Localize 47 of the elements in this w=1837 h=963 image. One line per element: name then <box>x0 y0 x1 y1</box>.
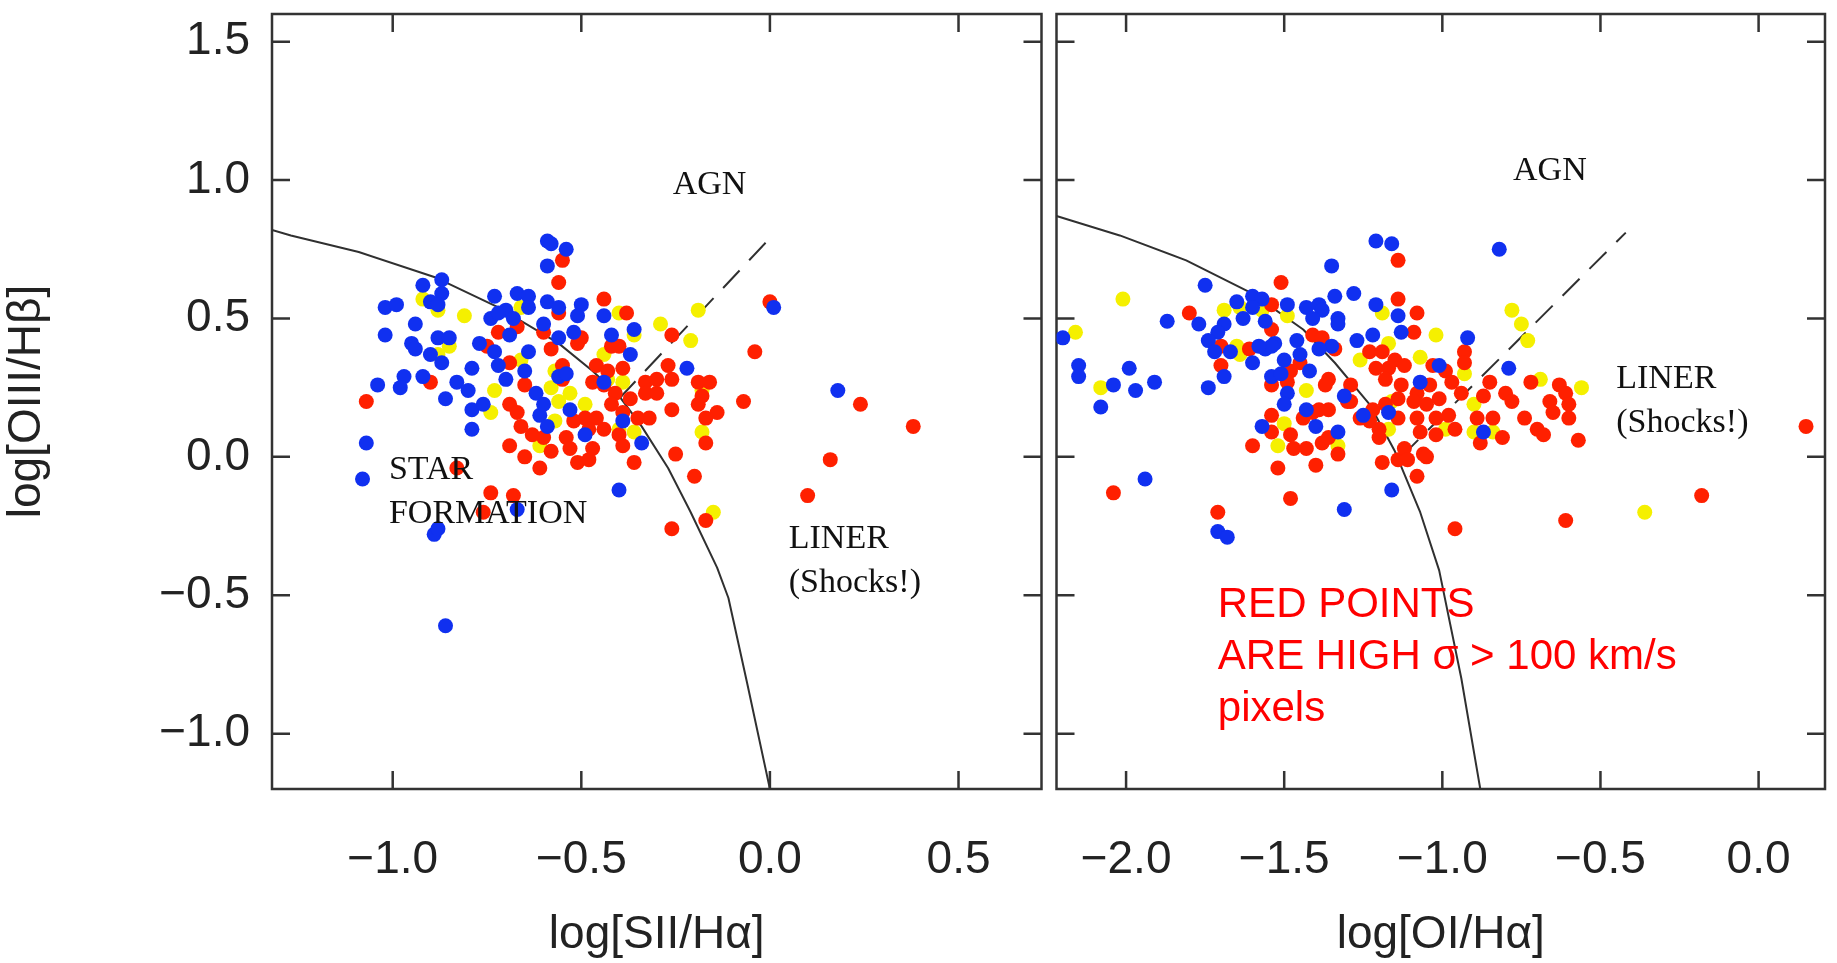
annotation: AGN <box>672 163 747 201</box>
point <box>1637 504 1653 520</box>
y-tick-label: 0.0 <box>186 427 250 480</box>
point <box>1093 380 1109 396</box>
point <box>1216 302 1232 318</box>
y-tick-label: 1.0 <box>186 150 250 203</box>
y-tick-label: 0.5 <box>186 289 250 342</box>
annotation: LINER (Shocks!) <box>788 518 921 601</box>
x-tick-label: −0.5 <box>1555 831 1646 884</box>
point <box>456 308 472 324</box>
x-tick-label: −0.5 <box>535 831 627 884</box>
point <box>543 380 559 396</box>
point <box>1520 333 1536 349</box>
point <box>683 333 699 349</box>
point <box>1412 349 1428 365</box>
point <box>1573 380 1589 396</box>
point <box>577 396 593 412</box>
point <box>1115 291 1131 307</box>
x-tick-label: −1.0 <box>347 831 439 884</box>
x-axis-title: log[OI/Hα] <box>1336 906 1545 959</box>
annotation: LINER (Shocks!) <box>1616 357 1749 440</box>
point <box>626 424 642 440</box>
point <box>1298 382 1314 398</box>
point <box>551 394 567 409</box>
point <box>1067 324 1083 340</box>
x-tick-label: −1.0 <box>1396 831 1488 884</box>
x-tick-label: −2.0 <box>1080 831 1172 884</box>
x-tick-label: 0.0 <box>1726 831 1791 884</box>
y-tick-label: −0.5 <box>159 565 250 618</box>
y-axis-title: log[OIII/Hβ] <box>0 284 51 519</box>
point <box>1428 327 1444 343</box>
y-tick-label: 1.5 <box>186 12 250 65</box>
x-tick-label: 0.0 <box>737 831 802 884</box>
y-tick-label: −1.0 <box>159 704 250 757</box>
point <box>653 316 669 332</box>
point <box>487 382 503 398</box>
point <box>1513 316 1529 332</box>
point <box>1270 438 1286 454</box>
x-tick-label: 0.5 <box>926 831 991 884</box>
x-tick-label: −1.5 <box>1238 831 1330 884</box>
x-axis-title: log[SII/Hα] <box>548 906 765 959</box>
point <box>1504 302 1520 318</box>
point <box>562 385 578 401</box>
point <box>690 302 706 318</box>
annotation: AGN <box>1513 150 1587 188</box>
point <box>615 374 631 390</box>
point <box>1276 416 1292 432</box>
